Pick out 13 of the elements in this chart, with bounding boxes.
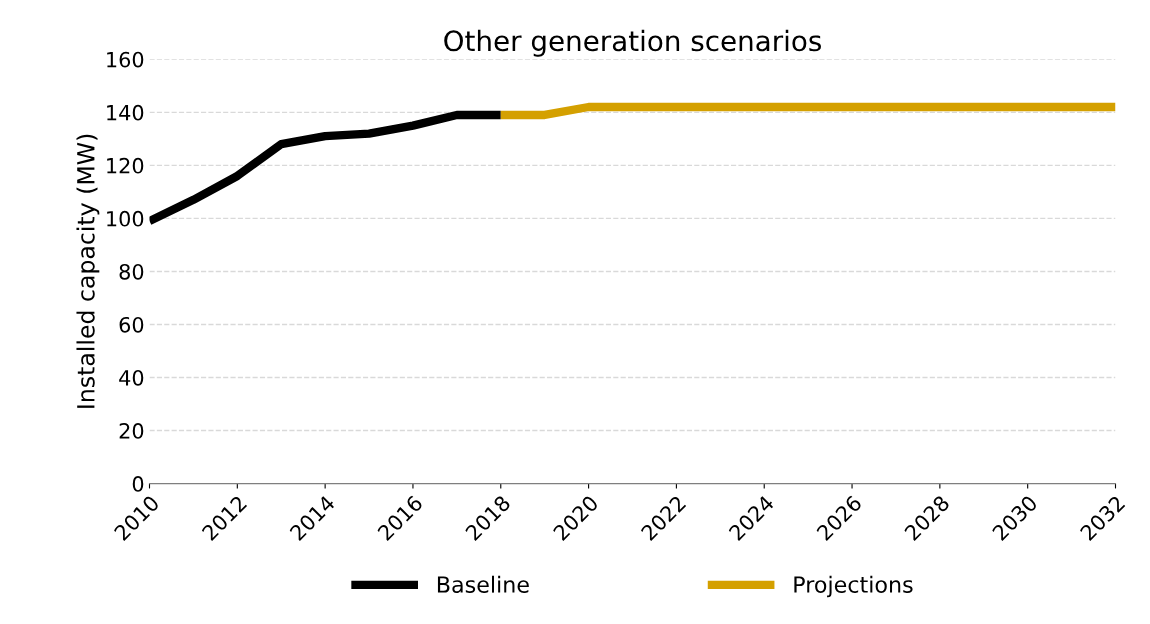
y-tick-label: 0	[132, 476, 144, 492]
y-tick-label: 80	[119, 263, 144, 280]
y-axis-title: Installed capacity (MW)	[76, 134, 100, 408]
y-tick-label: 120	[107, 157, 144, 174]
y-tick-label: 20	[119, 423, 144, 439]
y-tick-label: 60	[119, 316, 144, 333]
y-tick-label: 40	[119, 369, 144, 386]
y-tick-label: 140	[107, 104, 144, 121]
legend-label: Baseline	[437, 575, 529, 593]
y-tick-label: 160	[107, 51, 144, 68]
chart-title: Other generation scenarios	[444, 29, 821, 57]
y-tick-label: 100	[107, 210, 144, 227]
legend-label: Projections	[794, 575, 913, 598]
